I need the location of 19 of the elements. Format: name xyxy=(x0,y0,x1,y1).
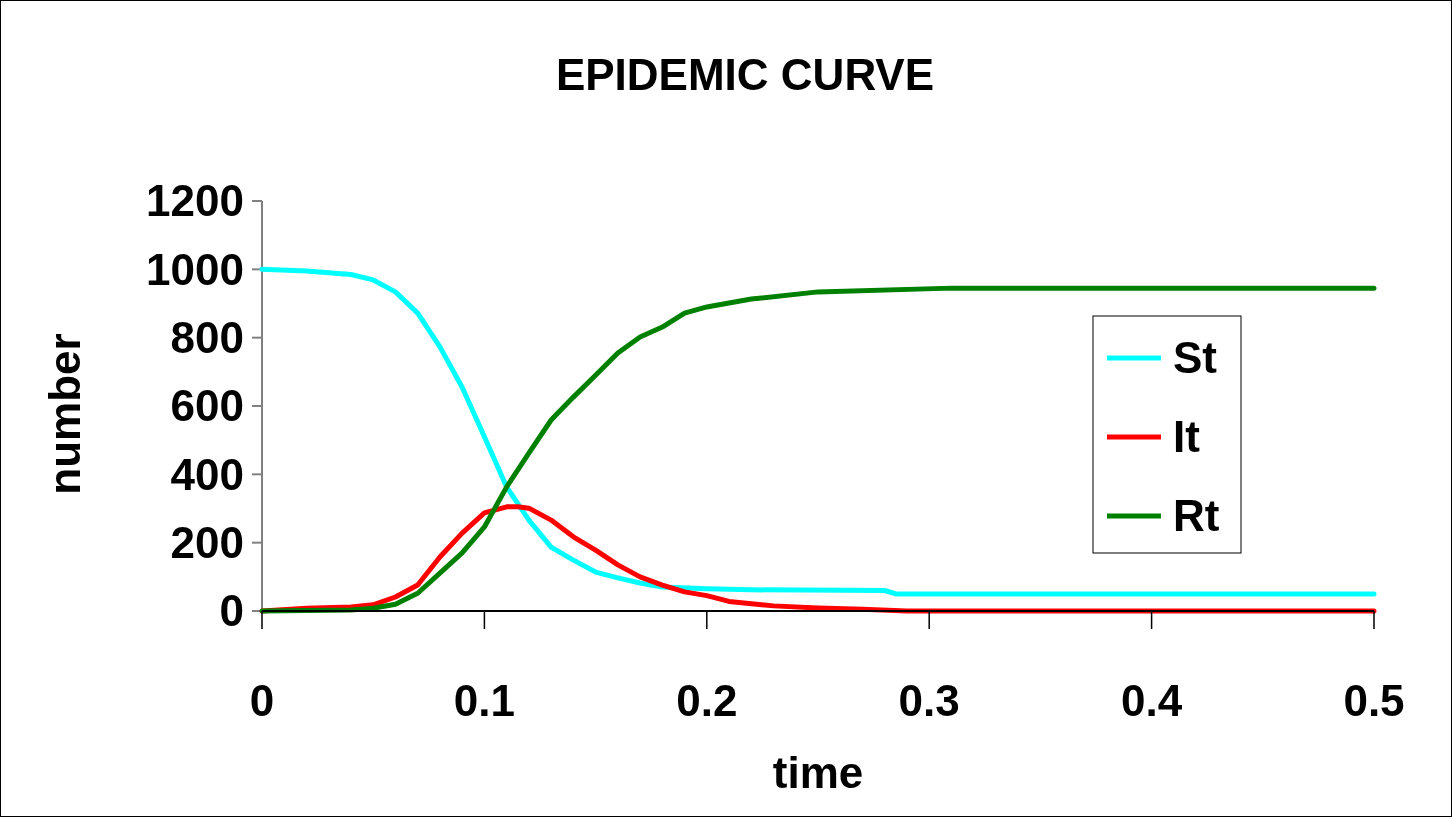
x-tick-label: 0 xyxy=(249,676,275,725)
y-tick-label: 200 xyxy=(170,518,244,568)
y-tick-label: 400 xyxy=(170,449,244,499)
y-tick-label: 0 xyxy=(219,586,244,636)
y-tick-label: 1200 xyxy=(146,176,244,226)
x-tick-label: 0.2 xyxy=(676,676,738,725)
legend-label: St xyxy=(1173,333,1218,383)
x-tick-label: 0.3 xyxy=(898,676,960,725)
y-tick-label: 800 xyxy=(170,313,244,363)
y-tick-label: 1000 xyxy=(146,244,244,294)
legend-label: It xyxy=(1173,412,1201,462)
x-axis-title: time xyxy=(772,748,864,797)
x-tick-label: 0.5 xyxy=(1343,676,1405,725)
x-tick-label: 0.4 xyxy=(1121,676,1183,725)
legend-label: Rt xyxy=(1173,491,1220,541)
y-axis-title: number xyxy=(40,333,89,495)
x-tick-label: 0.1 xyxy=(453,676,515,725)
y-tick-label: 600 xyxy=(170,381,244,431)
chart-title: EPIDEMIC CURVE xyxy=(555,50,935,99)
